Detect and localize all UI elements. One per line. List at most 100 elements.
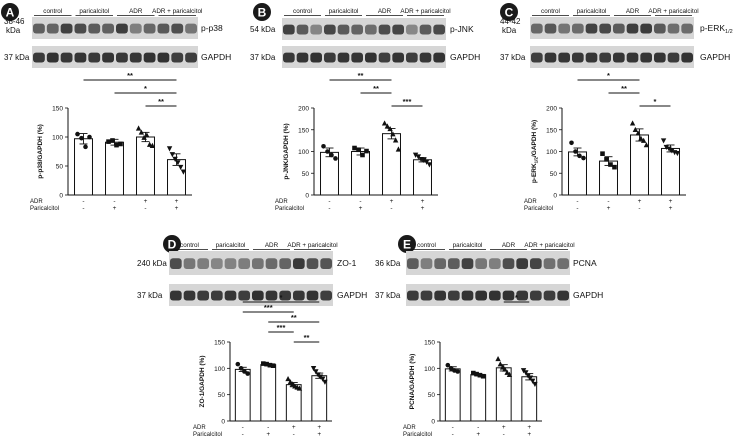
- treatment-label: Paricalcitol: [30, 206, 59, 212]
- blot-band: [33, 52, 45, 63]
- lane-label: ADR: [502, 242, 516, 249]
- blot-band: [46, 52, 59, 63]
- ylabel-sub: 1/2: [534, 157, 539, 164]
- data-point: [83, 144, 88, 150]
- blot-band: [585, 23, 598, 34]
- blot-gapdh: 37 kDa GAPDH: [250, 46, 480, 68]
- data-point: [264, 361, 269, 367]
- blot-band: [613, 23, 625, 34]
- data-point: [180, 169, 187, 175]
- data-point: [669, 148, 675, 154]
- data-point: [480, 373, 486, 379]
- protein-name: p-ERK: [700, 23, 725, 33]
- blot-band: [543, 258, 556, 269]
- blot-band: [667, 23, 680, 34]
- treatment-sign: -: [477, 424, 479, 431]
- blot-band: [185, 52, 197, 63]
- y-tick-label: 50: [218, 392, 226, 399]
- data-point: [175, 160, 181, 166]
- blot-band: [102, 23, 114, 34]
- treatment-sign: +: [317, 424, 321, 431]
- data-point: [497, 361, 504, 367]
- data-point: [75, 131, 80, 137]
- y-tick-label: 50: [302, 171, 310, 178]
- treatment-sign: -: [242, 424, 244, 431]
- kda-label: 38-46: [4, 17, 25, 26]
- blot-band: [60, 52, 73, 63]
- blot-band: [185, 23, 197, 34]
- blot-band: [183, 290, 196, 301]
- kda-label: 37 kDa: [4, 53, 30, 62]
- data-point: [329, 152, 334, 158]
- data-point: [477, 372, 483, 378]
- blot-band: [310, 24, 322, 35]
- kda-label: 37 kDa: [137, 291, 163, 300]
- data-point: [395, 146, 402, 152]
- data-point: [118, 141, 123, 147]
- data-point: [356, 147, 361, 153]
- y-axis-label: p-p38/GAPDH (%): [37, 124, 44, 179]
- y-tick-label: 50: [550, 171, 558, 178]
- kda-label: 36 kDa: [375, 259, 401, 268]
- lane-label: ADR + paricalcitol: [152, 8, 202, 15]
- y-tick-label: 100: [546, 149, 557, 156]
- significance-label: **: [291, 313, 297, 322]
- data-point: [506, 371, 513, 377]
- y-tick-label: 200: [298, 106, 309, 113]
- data-point: [135, 125, 142, 131]
- treatment-sign: -: [503, 431, 505, 438]
- blot-gapdh: 37 kDa GAPDH: [500, 46, 730, 68]
- protein-name: p-p38: [201, 23, 223, 33]
- blot-band: [544, 23, 557, 34]
- protein-label: GAPDH: [337, 290, 367, 300]
- lane-label: ADR: [626, 8, 640, 15]
- blot-band: [351, 52, 363, 63]
- blot-band: [516, 258, 528, 269]
- treatment-sign: -: [82, 205, 84, 212]
- data-point: [285, 375, 291, 382]
- y-tick-label: 0: [431, 419, 435, 426]
- blot-band: [640, 52, 652, 63]
- blot-band: [420, 258, 433, 269]
- blot-band: [320, 290, 332, 301]
- blot-band: [143, 23, 156, 34]
- blot-band: [599, 23, 611, 34]
- y-tick-label: 100: [214, 366, 225, 373]
- data-point: [310, 366, 317, 372]
- blot-gapdh: 37 kDa GAPDH: [137, 284, 367, 306]
- data-point: [106, 139, 111, 144]
- treatment-sign: +: [390, 198, 394, 205]
- blot-band: [531, 23, 543, 34]
- treatment-sign: -: [328, 198, 330, 205]
- data-point: [632, 126, 639, 133]
- blot-band: [129, 23, 142, 34]
- blot-band: [681, 23, 693, 34]
- blot-band: [392, 52, 404, 63]
- treatment-sign: +: [144, 198, 148, 205]
- data-point: [612, 164, 617, 170]
- blot-band: [60, 23, 73, 34]
- blot-band: [170, 258, 182, 269]
- protein-label: GAPDH: [573, 290, 603, 300]
- blot-band: [279, 290, 291, 301]
- data-point: [455, 369, 460, 374]
- blot-band: [324, 24, 336, 35]
- treatment-label: Paricalcitol: [275, 206, 304, 212]
- significance-label: **: [158, 97, 164, 106]
- treatment-sign: +: [527, 424, 531, 431]
- protein-name: GAPDH: [450, 52, 480, 62]
- blot-band: [392, 24, 404, 35]
- data-point: [423, 159, 430, 165]
- blot-target: 240 kDa ZO-1: [137, 251, 357, 275]
- blot-background: [530, 17, 694, 39]
- kda-label: 54 kDa: [250, 25, 276, 34]
- blot-band: [378, 24, 391, 35]
- data-point: [360, 152, 365, 158]
- y-tick-label: 150: [298, 127, 309, 134]
- ylabel-main: p-ERK: [531, 163, 538, 183]
- data-point: [474, 371, 479, 377]
- blot-gapdh: 37 kDa GAPDH: [375, 284, 603, 306]
